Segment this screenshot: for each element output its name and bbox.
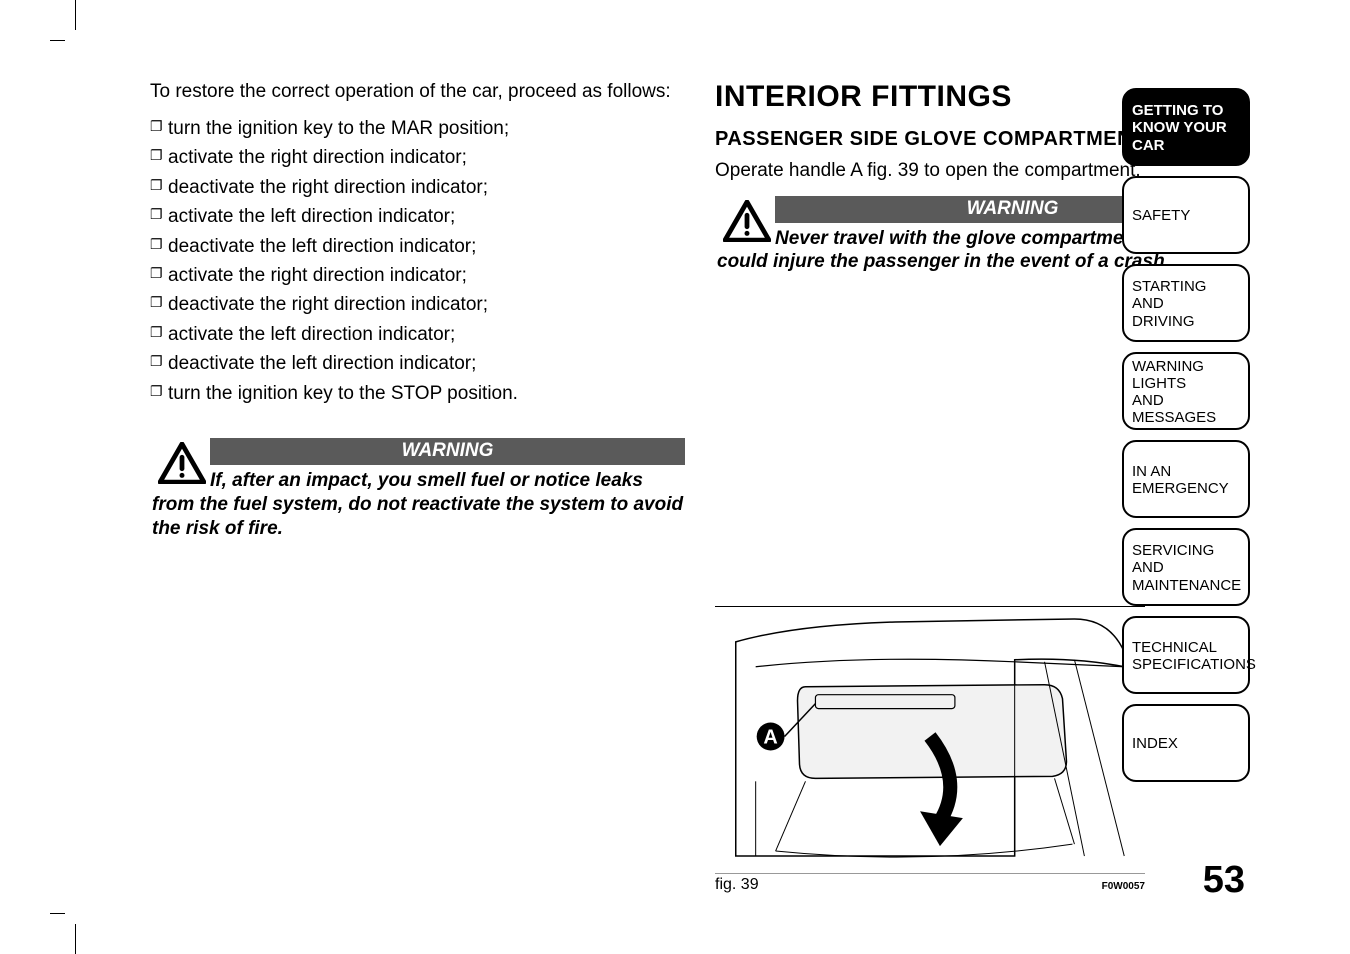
tab-index[interactable]: INDEX bbox=[1122, 704, 1250, 782]
step-item: activate the right direction indicator; bbox=[150, 143, 685, 172]
tab-line2: DRIVING bbox=[1132, 313, 1240, 330]
warning-box: WARNING If, after an impact, you smell f… bbox=[150, 438, 685, 540]
figure-callout-a: A bbox=[763, 726, 777, 748]
tab-line1: TECHNICAL bbox=[1132, 639, 1240, 656]
tab-emergency[interactable]: IN AN EMERGENCY bbox=[1122, 440, 1250, 518]
figure-39: A fig. 39 F0W0057 bbox=[715, 606, 1145, 894]
tab-line2: SPECIFICATIONS bbox=[1132, 656, 1240, 673]
step-item: deactivate the left direction indicator; bbox=[150, 349, 685, 378]
tab-line1: GETTING TO bbox=[1132, 102, 1240, 119]
step-item: deactivate the right direction indicator… bbox=[150, 290, 685, 319]
page-content: To restore the correct operation of the … bbox=[150, 80, 1250, 894]
warning-triangle-icon bbox=[158, 442, 206, 484]
tab-line1: WARNING LIGHTS bbox=[1132, 358, 1240, 393]
tab-line1: SAFETY bbox=[1132, 207, 1240, 224]
tab-technical[interactable]: TECHNICAL SPECIFICATIONS bbox=[1122, 616, 1250, 694]
tab-line2: AND MESSAGES bbox=[1132, 392, 1240, 427]
tab-line2: MAINTENANCE bbox=[1132, 577, 1240, 594]
chapter-tabs: GETTING TO KNOW YOUR CAR SAFETY STARTING… bbox=[1122, 88, 1250, 782]
warning-header: WARNING bbox=[210, 438, 685, 465]
tab-servicing[interactable]: SERVICING AND MAINTENANCE bbox=[1122, 528, 1250, 606]
tab-line1: INDEX bbox=[1132, 735, 1240, 752]
tab-line1: STARTING AND bbox=[1132, 278, 1240, 313]
warning-text: If, after an impact, you smell fuel or n… bbox=[150, 469, 685, 540]
tab-line1: IN AN EMERGENCY bbox=[1132, 463, 1240, 498]
step-list: turn the ignition key to the MAR positio… bbox=[150, 114, 685, 408]
step-item: activate the right direction indicator; bbox=[150, 261, 685, 290]
intro-text: To restore the correct operation of the … bbox=[150, 80, 685, 104]
figure-label: fig. 39 bbox=[715, 876, 759, 894]
warning-text-content: If, after an impact, you smell fuel or n… bbox=[152, 470, 683, 539]
page-number: 53 bbox=[1203, 859, 1245, 902]
tab-starting-driving[interactable]: STARTING AND DRIVING bbox=[1122, 264, 1250, 342]
step-item: deactivate the right direction indicator… bbox=[150, 173, 685, 202]
step-item: deactivate the left direction indicator; bbox=[150, 232, 685, 261]
tab-line1: SERVICING AND bbox=[1132, 542, 1240, 577]
left-column: To restore the correct operation of the … bbox=[150, 80, 685, 894]
tab-line2: KNOW YOUR CAR bbox=[1132, 119, 1240, 154]
warning-triangle-icon bbox=[723, 200, 771, 242]
step-item: activate the left direction indicator; bbox=[150, 320, 685, 349]
figure-code: F0W0057 bbox=[1102, 881, 1145, 892]
glove-compartment-illustration: A bbox=[715, 606, 1145, 866]
step-item: activate the left direction indicator; bbox=[150, 202, 685, 231]
tab-safety[interactable]: SAFETY bbox=[1122, 176, 1250, 254]
tab-warning-lights[interactable]: WARNING LIGHTS AND MESSAGES bbox=[1122, 352, 1250, 430]
tab-getting-to-know[interactable]: GETTING TO KNOW YOUR CAR bbox=[1122, 88, 1250, 166]
step-item: turn the ignition key to the MAR positio… bbox=[150, 114, 685, 143]
figure-caption-row: fig. 39 F0W0057 bbox=[715, 873, 1145, 894]
step-item: turn the ignition key to the STOP positi… bbox=[150, 379, 685, 408]
